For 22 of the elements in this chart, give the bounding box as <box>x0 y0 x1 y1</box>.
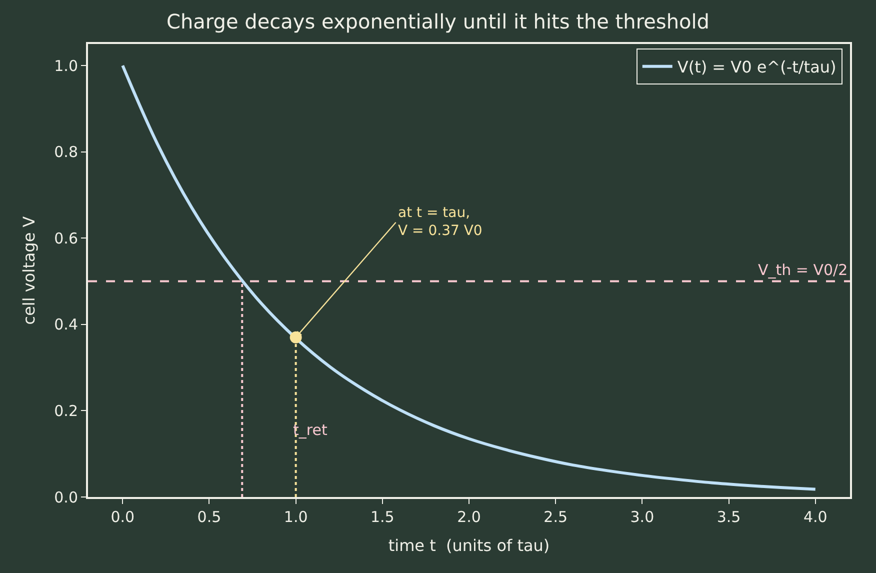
annotation: at t = tau, V = 0.37 V0 <box>398 205 482 240</box>
y-tick-label: 0.8 <box>54 143 78 162</box>
annotation: t_ret <box>293 421 328 439</box>
y-tick-label: 0.4 <box>54 316 78 334</box>
y-tick-label: 1.0 <box>54 56 78 75</box>
x-tick-label: 3.0 <box>630 508 654 526</box>
x-tick-label: 0.0 <box>110 508 135 526</box>
chart-title: Charge decays exponentially until it hits the threshold <box>166 9 710 34</box>
x-tick-label: 1.0 <box>284 508 308 526</box>
x-tick-label: 3.5 <box>716 508 741 526</box>
ref-line-label: V_th = V0/2 <box>758 261 848 279</box>
x-tick-label: 0.5 <box>197 508 222 526</box>
y-tick-label: 0.6 <box>54 229 78 248</box>
x-tick-label: 2.0 <box>457 508 481 526</box>
legend-label: V(t) = V0 e^(-t/tau) <box>677 58 836 77</box>
x-axis-title: time t (units of tau) <box>388 536 550 556</box>
x-tick-label: 4.0 <box>803 508 828 526</box>
y-tick-label: 0.0 <box>54 488 78 506</box>
y-axis-title: cell voltage V <box>20 216 39 325</box>
x-tick-label: 2.5 <box>544 508 568 526</box>
y-tick-label: 0.2 <box>54 402 78 420</box>
x-tick-label: 1.5 <box>370 508 394 526</box>
